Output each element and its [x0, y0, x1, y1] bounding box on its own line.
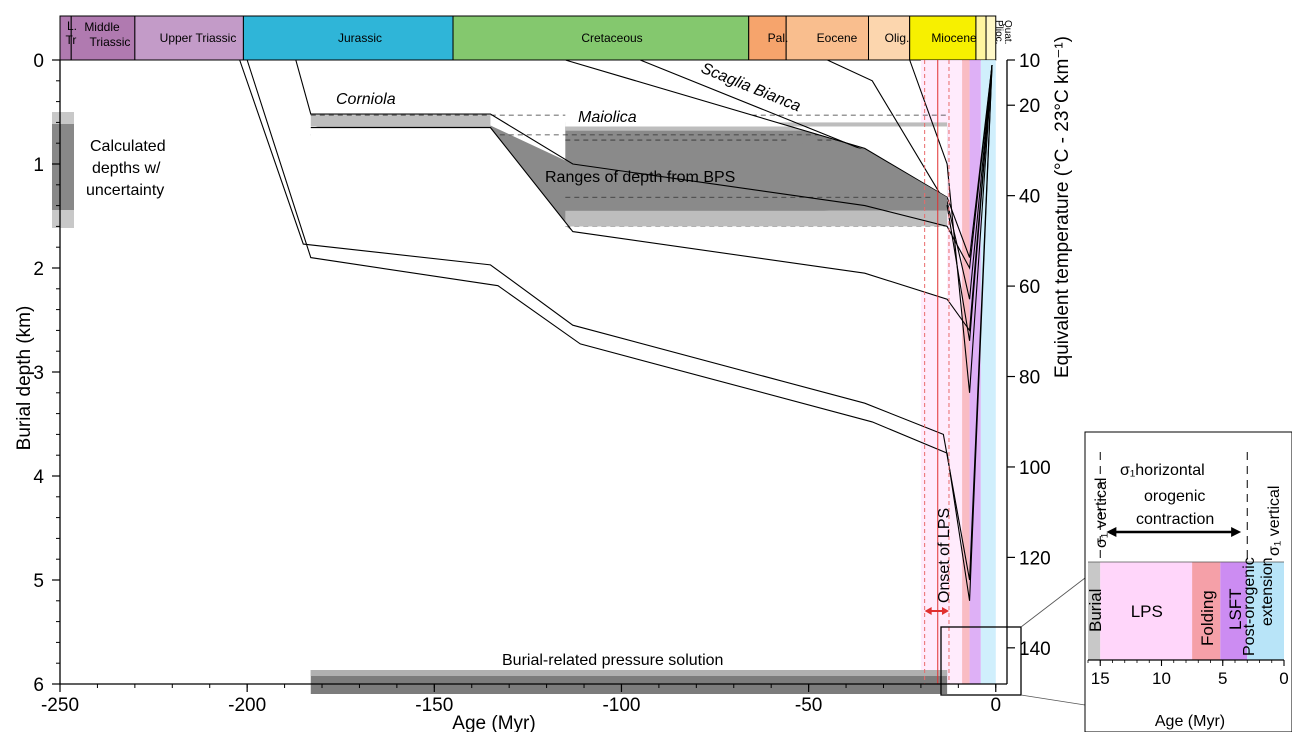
calculated-depths-line3: uncertainty	[86, 182, 164, 199]
deformation-phase-band	[962, 60, 970, 684]
inset-sigma-vertical-right: σ₁ vertical	[1266, 486, 1283, 556]
calculated-depth-bar	[52, 124, 74, 210]
burial-curve	[295, 59, 993, 270]
corniola-label: Corniola	[336, 91, 396, 108]
bps-range-label: Ranges of depth from BPS	[545, 169, 735, 186]
inset-zoom-box	[940, 626, 1022, 696]
y2-tick-label: 40	[1019, 187, 1040, 208]
timescale-period	[134, 15, 244, 61]
y-tick-label: 6	[33, 675, 44, 696]
x-tick-label: -150	[415, 695, 453, 716]
inset-contraction-line2: contraction	[1136, 511, 1214, 528]
timescale-period	[748, 15, 787, 61]
inset-sigma-horizontal: σ₁horizontal	[1120, 462, 1205, 479]
inset-phase-label-lsft: LSFT	[1226, 588, 1245, 630]
burial-curve	[909, 59, 993, 393]
timescale-label-cretaceous: Cretaceous	[581, 31, 642, 45]
timescale-label-quaternary: Quat.	[1002, 20, 1013, 44]
y-tick-label: 0	[33, 51, 44, 72]
burial-pressure-solution-label: Burial-related pressure solution	[502, 652, 723, 669]
timescale-label-miocene: Miocene	[931, 31, 977, 45]
x-tick-label: -50	[795, 695, 822, 716]
mask-below-corniola	[310, 127, 948, 300]
burial-curve	[239, 59, 993, 581]
timescale-period	[909, 15, 977, 61]
x-tick-label: -250	[41, 695, 79, 716]
inset-post-orogenic-line1: Post-orogenic	[1241, 557, 1258, 656]
inset-x-tick-label: 0	[1279, 669, 1288, 688]
inset-arrowhead-left	[1106, 527, 1117, 537]
timescale-label-upper-triassic: Upper Triassic	[160, 31, 237, 45]
timescale-label-eocene: Eocene	[817, 31, 858, 45]
y-tick-label: 4	[33, 467, 44, 488]
timescale-label-middle-triassic-2: Triassic	[90, 35, 131, 49]
y2-axis-title: Equivalent temperature (°C - 23°C km⁻¹)	[1052, 36, 1073, 378]
y2-tick-label: 140	[1019, 639, 1051, 660]
y-tick-label: 2	[33, 259, 44, 280]
x-axis-title: Age (Myr)	[452, 713, 535, 732]
timescale-period	[785, 15, 870, 61]
inset-phase-bar	[1100, 562, 1193, 660]
y-tick-label: 3	[33, 363, 44, 384]
timescale-label-pliocene: Plioc.	[993, 20, 1004, 44]
y2-tick-label: 20	[1019, 96, 1040, 117]
inset-phase-bar	[1220, 562, 1248, 660]
deformation-phase-band	[969, 60, 981, 684]
inset-phase-label-lps: LPS	[1131, 602, 1163, 621]
y-tick-label: 5	[33, 571, 44, 592]
onset-lps-arrowhead-right	[941, 607, 949, 615]
timescale-label-middle-triassic-1: Middle	[84, 20, 120, 34]
inset-x-tick-label: 10	[1152, 669, 1171, 688]
maiolica-bps-uncertainty	[565, 210, 948, 227]
y2-tick-label: 120	[1019, 548, 1051, 569]
inset-phase-bar	[1192, 562, 1221, 660]
inset-phase-bar	[1088, 562, 1101, 660]
inset-connector-bottom	[1020, 694, 1086, 706]
timescale-label-ltr-2: Tr	[66, 33, 77, 47]
timescale-label-oligocene: Olig.	[885, 31, 910, 45]
inset-connector-top	[1020, 577, 1086, 628]
x-tick-label: -200	[228, 695, 266, 716]
calculated-depths-line1: Calculated	[90, 138, 166, 155]
deformation-phase-band	[980, 60, 996, 684]
inset-phase-label-folding: Folding	[1198, 590, 1217, 646]
onset-lps-label: Onset of LPS	[936, 508, 953, 603]
inset-post-orogenic-line2: extension	[1259, 558, 1276, 627]
maiolica-label: Maiolica	[578, 109, 637, 126]
inset-contraction-line1: orogenic	[1144, 488, 1205, 505]
timescale-label-paleocene: Pal.	[768, 31, 789, 45]
inset-x-tick-label: 15	[1091, 669, 1110, 688]
calculated-depths-line2: depths w/	[92, 160, 161, 177]
y2-tick-label: 100	[1019, 458, 1051, 479]
x-tick-label: 0	[990, 695, 1001, 716]
y-tick-label: 1	[33, 155, 44, 176]
inset-x-tick-label: 5	[1218, 669, 1227, 688]
inset-phase-label-burial: Burial	[1086, 589, 1105, 632]
timescale-label-ltr-1: L.	[67, 19, 77, 33]
mask-above-maiolica	[565, 60, 948, 198]
x-tick-label: -100	[602, 695, 640, 716]
inset-x-axis-title: Age (Myr)	[1155, 713, 1225, 730]
burial-curve	[310, 65, 993, 332]
y2-tick-label: 60	[1019, 277, 1040, 298]
y-axis-title: Burial depth (km)	[14, 306, 35, 451]
scaglia-bianca-band	[789, 134, 948, 206]
burial-pressure-solution-bar-uncertainty	[310, 670, 948, 676]
inset-arrowhead-right	[1231, 527, 1242, 537]
burial-curve	[246, 59, 993, 601]
inset-phase-bar	[1247, 562, 1284, 660]
timescale-period	[868, 15, 911, 61]
y2-tick-label: 80	[1019, 368, 1040, 389]
corniola-bps-uncertainty	[310, 115, 491, 127]
timescale-period	[975, 15, 987, 61]
inset-sigma-vertical-left: σ₁ vertical	[1093, 478, 1110, 548]
onset-lps-arrowhead-left	[924, 607, 932, 615]
timescale-label-jurassic: Jurassic	[338, 31, 382, 45]
y2-tick-label: 10	[1019, 51, 1040, 72]
